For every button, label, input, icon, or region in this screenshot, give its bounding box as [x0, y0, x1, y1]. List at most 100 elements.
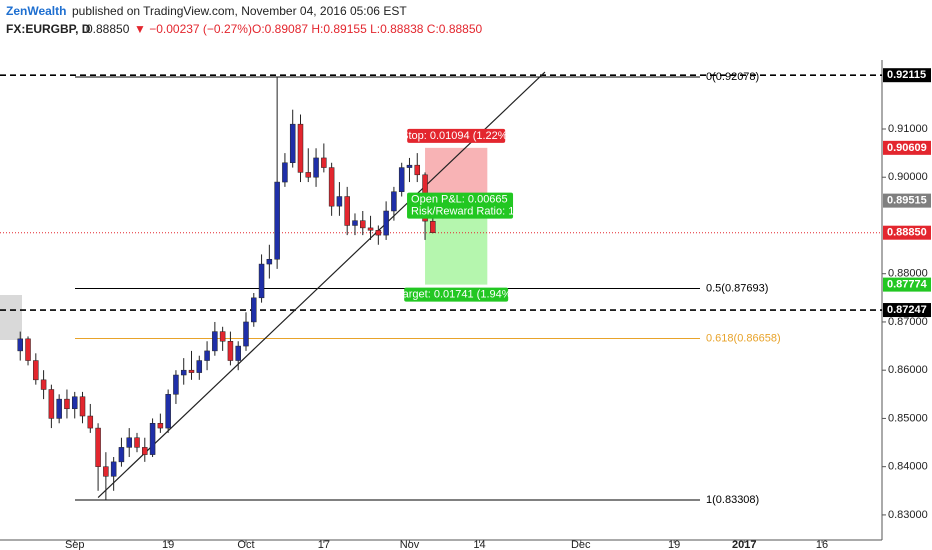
candle-body	[48, 389, 55, 419]
price-label-box	[883, 140, 931, 155]
fib-label: 0(0.92078)	[706, 71, 759, 83]
change: ▼ −0.00237 (−0.27%)	[134, 22, 252, 36]
candle-body	[110, 461, 117, 477]
candle-body	[212, 331, 218, 352]
price-label-box	[883, 303, 931, 318]
candle-body	[313, 157, 319, 178]
candle-body	[165, 394, 171, 429]
ohlc: O:0.89087 H:0.89155 L:0.88838 C:0.88850	[252, 22, 483, 36]
x-tick-label: Dec	[571, 539, 591, 550]
candle-body	[243, 321, 249, 347]
target-label: Target: 0.01741 (1.94%)	[397, 289, 515, 301]
candle-body	[33, 360, 39, 381]
candle-body	[352, 220, 358, 226]
pnl-box	[407, 192, 514, 219]
y-tick-label: 0.87000	[888, 316, 928, 328]
y-tick-label: 0.84000	[888, 461, 928, 473]
candle-body	[274, 181, 280, 260]
candle-body	[188, 369, 195, 373]
candle-body	[414, 164, 421, 176]
candle-body	[180, 369, 187, 376]
ratio-label: Risk/Reward Ratio: 1.59	[411, 206, 530, 218]
candle-body	[227, 340, 234, 361]
candle-body	[235, 345, 241, 361]
candle-body	[266, 258, 273, 265]
candle-body	[251, 297, 257, 323]
candle-body	[17, 338, 23, 352]
candle-body	[64, 398, 70, 410]
x-tick-label: 17	[318, 539, 330, 550]
x-tick-label: Oct	[237, 539, 254, 550]
candle-body	[321, 157, 327, 168]
candle-body	[360, 220, 366, 229]
price-label: 0.92115	[887, 69, 926, 81]
last-price: 0.88850	[86, 22, 130, 36]
symbol: FX:EURGBP, D	[6, 22, 91, 36]
candle-body	[79, 396, 86, 417]
candle-body	[344, 196, 350, 226]
candle-body	[25, 338, 31, 361]
y-tick-label: 0.91000	[888, 123, 928, 135]
candle-body	[95, 427, 101, 467]
x-tick-label: 14	[473, 539, 485, 550]
highlight-box	[0, 295, 22, 340]
candle-body	[391, 191, 397, 212]
candle-body	[87, 415, 94, 429]
candle-body	[71, 396, 78, 410]
trendline	[97, 71, 546, 498]
stop-label-box	[407, 128, 506, 143]
price-label: 0.87247	[887, 304, 927, 316]
x-tick-label: Nov	[400, 539, 420, 550]
candle-body	[289, 123, 296, 164]
fib-label: 1(0.83308)	[706, 494, 759, 506]
candle-body	[157, 423, 164, 429]
candle-body	[118, 447, 125, 463]
candle-body	[126, 437, 132, 448]
candle-body	[134, 437, 140, 448]
candle-body	[375, 230, 382, 236]
y-tick-label: 0.85000	[888, 412, 928, 424]
y-tick-label: 0.83000	[888, 509, 928, 521]
candle-body	[173, 374, 179, 395]
candle-body	[103, 466, 109, 477]
price-label-box	[883, 193, 931, 208]
price-label: 0.87774	[887, 279, 928, 291]
candle-body	[328, 167, 335, 207]
price-label: 0.89515	[887, 195, 927, 207]
price-label-box	[883, 277, 931, 292]
published: published on TradingView.com, November 0…	[72, 4, 407, 18]
candle-body	[204, 350, 210, 361]
x-tick-label: 16	[816, 539, 828, 550]
candle-body	[196, 360, 203, 373]
candle-body	[367, 227, 374, 231]
x-tick-label: 19	[162, 539, 174, 550]
candle-body	[142, 447, 148, 455]
fib-label: 0.618(0.86658)	[706, 332, 781, 344]
y-tick-label: 0.86000	[888, 364, 928, 376]
price-label: 0.90609	[887, 142, 927, 154]
x-tick-label: 2017	[732, 539, 756, 550]
candle-body	[258, 263, 265, 299]
price-label: 0.88850	[887, 227, 927, 239]
candle-body	[398, 167, 405, 192]
candle-body	[56, 398, 62, 419]
x-tick-label: Sep	[65, 539, 85, 550]
candle-body	[430, 221, 436, 233]
candle-body	[40, 379, 47, 390]
candle-body	[336, 196, 343, 207]
target-label-box	[404, 287, 509, 302]
candle-body	[305, 172, 312, 178]
candle-body	[219, 331, 226, 342]
candle-body	[297, 123, 304, 173]
price-label-box	[883, 68, 931, 83]
candle-body	[383, 210, 389, 236]
x-tick-label: 19	[668, 539, 680, 550]
author: ZenWealth	[6, 4, 66, 18]
stop-label: Stop: 0.01094 (1.22%)	[401, 130, 511, 142]
fib-label: 0.5(0.87693)	[706, 282, 768, 294]
candle-body	[282, 162, 288, 183]
y-tick-label: 0.88000	[888, 268, 928, 280]
pnl-label: Open P&L: 0.00665	[411, 194, 508, 206]
y-tick-label: 0.90000	[888, 171, 928, 183]
